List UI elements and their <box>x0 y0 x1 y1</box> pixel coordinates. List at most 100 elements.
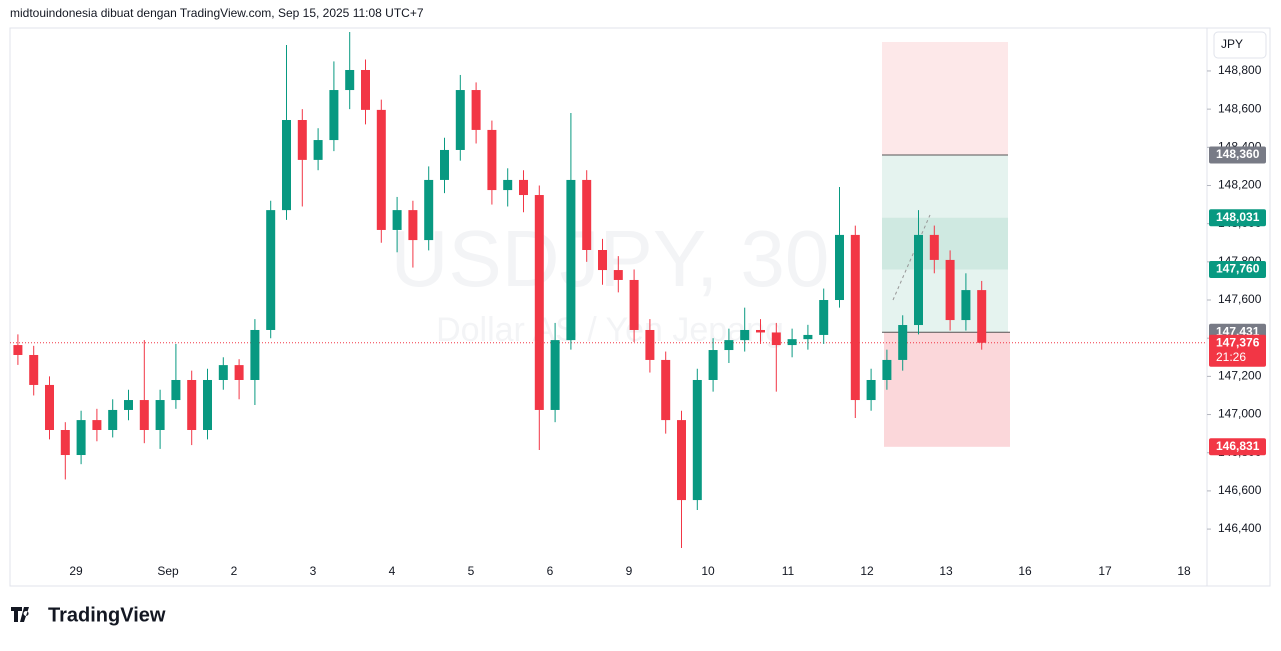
candle-body <box>882 359 892 380</box>
candle-body <box>266 210 276 330</box>
candles <box>13 32 987 548</box>
x-tick-label: 2 <box>231 564 238 578</box>
candle-body <box>250 329 260 380</box>
candle-body <box>566 179 576 341</box>
price-badge-label: 146,831 <box>1216 439 1260 453</box>
x-tick-label: 11 <box>782 564 795 578</box>
x-tick-label: 3 <box>310 564 317 578</box>
candle-body <box>187 379 197 431</box>
y-tick-label: 147,600 <box>1218 292 1262 306</box>
candle-body <box>724 340 734 351</box>
candle-body <box>961 290 971 321</box>
y-tick-label: 148,200 <box>1218 178 1262 192</box>
candle-body <box>45 384 54 431</box>
x-tick-label: Sep <box>157 564 179 578</box>
candle-body <box>29 354 39 385</box>
candle-body <box>92 420 102 431</box>
countdown-label: 21:26 <box>1216 350 1246 364</box>
y-tick-label: 148,800 <box>1218 63 1262 77</box>
price-badge-label: 147,376 <box>1216 335 1260 349</box>
candle-body <box>534 195 544 410</box>
candle-body <box>787 339 797 346</box>
x-tick-label: 17 <box>1098 564 1112 578</box>
x-tick-label: 4 <box>389 564 396 578</box>
position-tool <box>10 42 1207 447</box>
candle-body <box>408 210 418 241</box>
candle-body <box>282 120 291 211</box>
candle-body <box>803 334 813 340</box>
candle-body <box>866 379 876 401</box>
candle-body <box>898 325 908 360</box>
price-badge <box>1209 146 1266 164</box>
candle-body <box>708 350 718 380</box>
candle-body <box>124 400 133 410</box>
footer-logo: TradingView <box>11 604 166 626</box>
target-inner <box>882 217 1008 270</box>
candle-body <box>60 430 70 456</box>
candle-body <box>771 332 781 346</box>
y-tick-label: 146,600 <box>1218 483 1262 497</box>
candle-body <box>677 420 686 501</box>
currency-button[interactable] <box>1213 31 1267 59</box>
candle-body <box>76 420 86 456</box>
candle-body <box>740 329 750 341</box>
logo-icon <box>11 607 29 622</box>
candle-body <box>155 400 165 431</box>
price-badge <box>1209 209 1266 227</box>
candle-body <box>424 179 434 241</box>
candle-body <box>645 329 655 360</box>
candle-body <box>519 179 528 196</box>
y-tick-label: 146,400 <box>1218 521 1262 535</box>
x-tick-label: 18 <box>1177 564 1191 578</box>
candle-body <box>756 329 765 333</box>
currency-label: JPY <box>1221 37 1243 51</box>
candle-body <box>598 250 607 271</box>
candle-body <box>361 69 370 110</box>
candle-body <box>613 270 623 280</box>
candle-body <box>629 279 639 330</box>
chart-frame <box>9 27 1271 587</box>
price-badge <box>1209 260 1266 278</box>
candle-body <box>503 179 513 191</box>
candle-body <box>977 290 987 343</box>
price-badge-label: 148,360 <box>1216 147 1260 161</box>
price-badge-label: 147,760 <box>1216 262 1260 276</box>
candle-body <box>218 365 228 380</box>
candle-body <box>692 379 702 501</box>
watermark-title: USDJPY, 30 <box>391 214 830 303</box>
stop-zone-upper <box>882 42 1008 155</box>
candle-body <box>171 379 181 401</box>
candle-body <box>345 69 355 91</box>
candle-body <box>835 234 844 301</box>
candle-body <box>297 120 307 160</box>
candle-body <box>329 90 339 141</box>
candle-body <box>13 345 23 355</box>
candle-body <box>392 210 402 230</box>
candle-body <box>108 409 118 431</box>
x-tick-label: 5 <box>468 564 475 578</box>
price-badge <box>1209 438 1266 456</box>
x-tick-label: 13 <box>939 564 953 578</box>
candle-body <box>139 400 149 431</box>
candle-body <box>582 179 592 251</box>
x-tick-label: 9 <box>626 564 633 578</box>
x-tick-label: 12 <box>860 564 874 578</box>
header-text: midtouindonesia dibuat dengan TradingVie… <box>10 6 424 20</box>
candle-body <box>471 90 481 130</box>
candle-body <box>313 140 323 160</box>
candle-body <box>487 129 497 191</box>
candle-body <box>914 234 923 326</box>
x-tick-label: 16 <box>1018 564 1032 578</box>
price-axis: 146,400146,600146,800147,000147,200147,4… <box>69 63 1266 578</box>
price-badge <box>1209 334 1266 367</box>
candle-body <box>376 109 386 230</box>
logo-text: TradingView <box>48 604 166 626</box>
candle-body <box>455 90 465 150</box>
candle-body <box>440 149 449 180</box>
x-tick-label: 29 <box>69 564 83 578</box>
candle-body <box>661 359 671 421</box>
y-tick-label: 147,000 <box>1218 407 1262 421</box>
price-badge-label: 148,031 <box>1216 210 1260 224</box>
x-tick-label: 10 <box>701 564 715 578</box>
x-tick-label: 6 <box>547 564 554 578</box>
